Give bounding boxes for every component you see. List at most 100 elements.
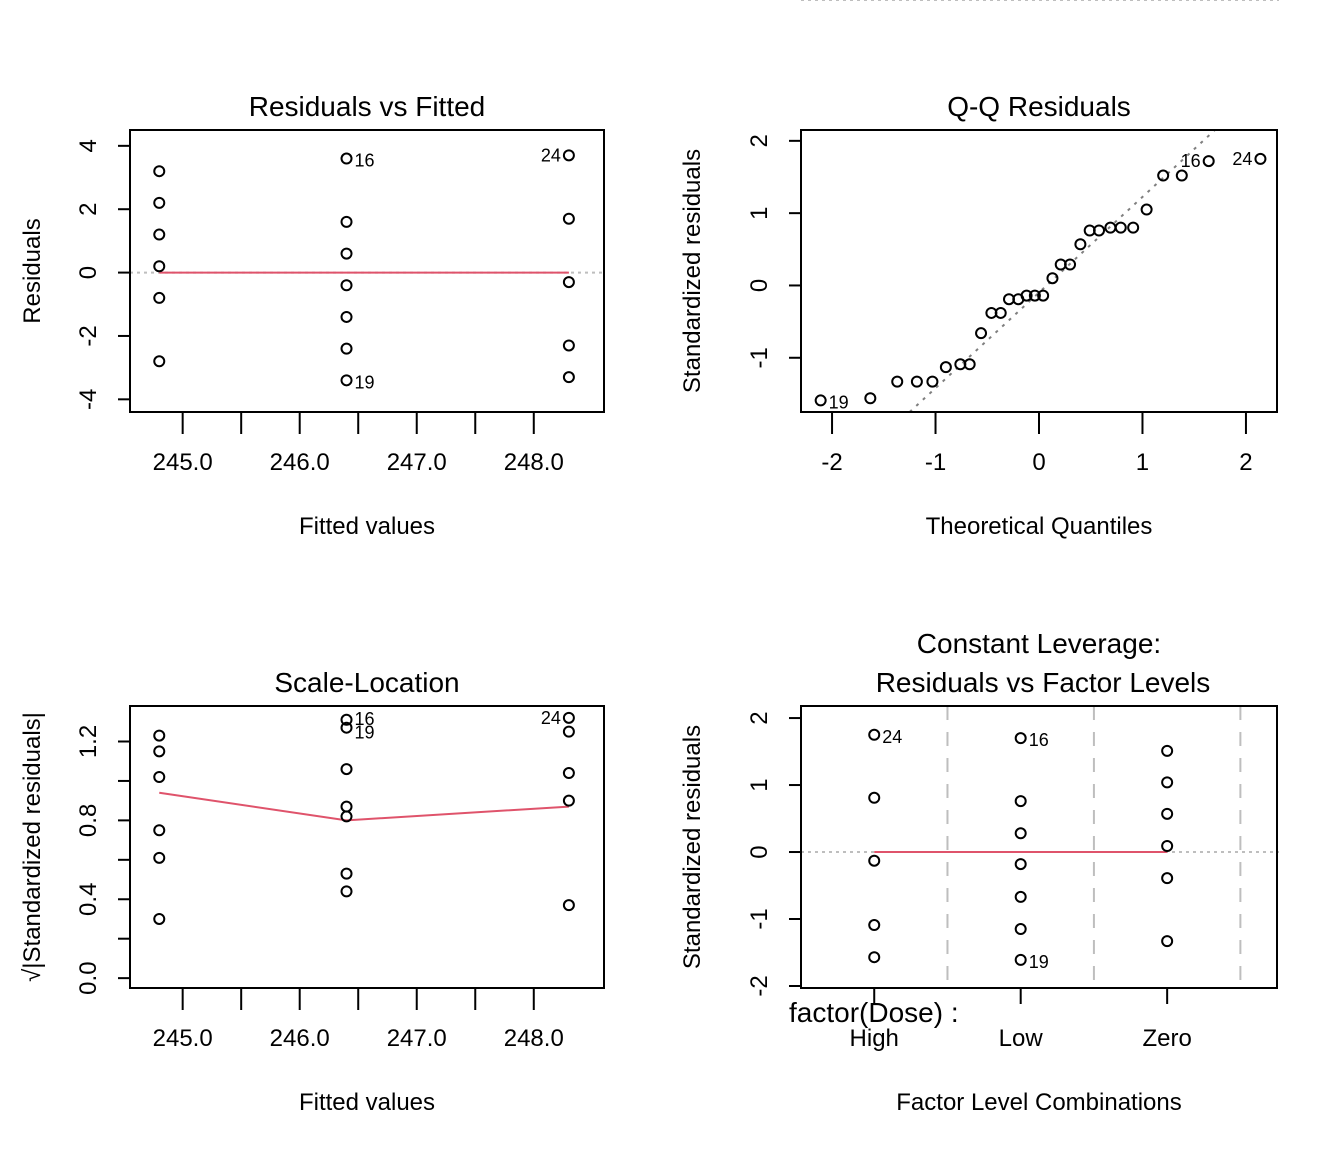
data-point: [340, 310, 353, 323]
scale-location-panel: Scale-Location Fitted values √|Standardi…: [19, 667, 605, 1116]
y-tick-label: 0: [746, 845, 773, 858]
data-point: [340, 215, 353, 228]
point-label: 19: [355, 372, 375, 392]
data-point: [1161, 839, 1174, 852]
panel-title: Scale-Location: [274, 667, 459, 698]
data-point: [562, 212, 575, 225]
y-tick-label: 2: [746, 134, 773, 147]
data-point: [868, 951, 881, 964]
y-tick-label: 0.8: [75, 804, 102, 837]
data-point: [153, 824, 166, 837]
y-tick-label: -2: [746, 975, 773, 996]
point-label: 24: [541, 708, 561, 728]
data-point: [864, 392, 877, 405]
data-point: [1046, 272, 1059, 285]
data-point: [340, 713, 353, 726]
data-point: [562, 794, 575, 807]
data-point: [1161, 807, 1174, 820]
y-tick-label: 0: [746, 279, 773, 292]
y-tick-label: -2: [75, 325, 102, 346]
data-point: [340, 342, 353, 355]
data-point: [153, 729, 166, 742]
plot-frame: [129, 129, 605, 413]
data-point: [340, 763, 353, 776]
data-point: [340, 721, 353, 734]
data-point: [562, 725, 575, 738]
data-point: [340, 279, 353, 292]
y-tick-label: 0: [75, 266, 102, 279]
data-point: [1127, 221, 1140, 234]
panel-title: Residuals vs Fitted: [249, 91, 486, 122]
data-point: [1014, 923, 1027, 936]
data-point: [340, 374, 353, 387]
data-point: [153, 291, 166, 304]
data-point: [340, 800, 353, 813]
x-tick-label: 1: [1136, 449, 1149, 476]
data-point: [891, 375, 904, 388]
data-point: [1161, 776, 1174, 789]
data-point: [153, 745, 166, 758]
data-point: [1028, 289, 1041, 302]
point-label: 16: [1181, 151, 1201, 171]
x-tick-label: 245.0: [153, 449, 213, 476]
data-point: [562, 899, 575, 912]
x-tick-label: 247.0: [387, 1025, 447, 1052]
x-axis-label: Fitted values: [299, 1089, 435, 1116]
y-tick-label: 1.2: [75, 725, 102, 758]
data-point: [1037, 289, 1050, 302]
data-point: [963, 358, 976, 371]
y-tick-label: 2: [746, 711, 773, 724]
data-point: [1175, 169, 1188, 182]
y-tick-label: 2: [75, 203, 102, 216]
data-point: [340, 810, 353, 823]
data-point: [340, 152, 353, 165]
point-label: 16: [355, 709, 375, 729]
y-axis-label: Standardized residuals: [679, 725, 706, 969]
data-point: [562, 711, 575, 724]
y-axis-label: √|Standardized residuals|: [19, 712, 46, 982]
data-point: [1014, 953, 1027, 966]
data-point: [1014, 795, 1027, 808]
x-axis-label: Factor Level Combinations: [896, 1089, 1181, 1116]
data-point: [868, 919, 881, 932]
data-point: [1157, 169, 1170, 182]
data-point: [153, 355, 166, 368]
data-point: [562, 339, 575, 352]
y-tick-label: 4: [75, 139, 102, 152]
data-point: [153, 260, 166, 273]
data-point: [926, 375, 939, 388]
x-tick-label: 246.0: [270, 449, 330, 476]
data-point: [1161, 935, 1174, 948]
plot-frame: [129, 705, 605, 989]
data-point: [1202, 155, 1215, 168]
category-label: Low: [999, 1025, 1044, 1052]
data-point: [153, 770, 166, 783]
plot-area: 24 16 19 -2 -1 0 1 2 High Low Zero: [746, 705, 1279, 1052]
data-point: [1014, 827, 1027, 840]
residuals-vs-factor-levels-panel: Constant Leverage: Residuals vs Factor L…: [679, 628, 1279, 1116]
data-point: [868, 854, 881, 867]
point-label: 19: [355, 723, 375, 743]
x-tick-label: 248.0: [504, 449, 564, 476]
point-label: 19: [829, 392, 849, 412]
y-tick-label: 0.4: [75, 883, 102, 916]
data-point: [1140, 203, 1153, 216]
category-label: High: [850, 1025, 899, 1052]
x-tick-label: 248.0: [504, 1025, 564, 1052]
data-point: [1020, 289, 1033, 302]
panel-title: Constant Leverage:: [917, 628, 1161, 659]
data-point: [1074, 238, 1087, 251]
y-axis-label: Residuals: [19, 218, 46, 323]
panel-subtitle: Residuals vs Factor Levels: [876, 667, 1211, 698]
data-point: [1014, 858, 1027, 871]
data-point: [340, 885, 353, 898]
point-label: 24: [882, 727, 902, 747]
data-point: [868, 791, 881, 804]
point-label: 16: [1029, 730, 1049, 750]
y-tick-label: -1: [746, 347, 773, 368]
category-label: Zero: [1142, 1025, 1191, 1052]
data-point: [1014, 732, 1027, 745]
data-point: [562, 276, 575, 289]
